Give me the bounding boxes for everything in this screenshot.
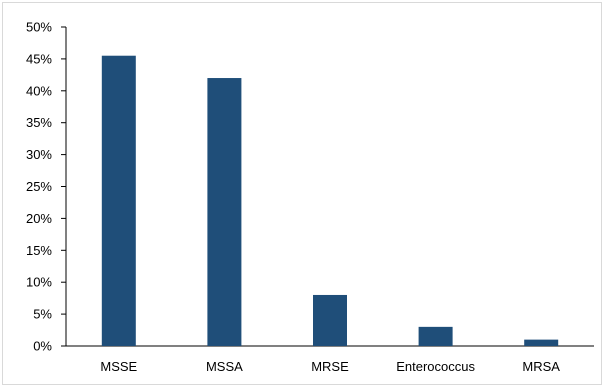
x-tick-label: MRSA xyxy=(522,359,560,374)
y-tick-label: 10% xyxy=(26,275,52,290)
bar-mssa xyxy=(207,78,242,346)
bar-mrse xyxy=(313,294,347,346)
bar-enterococcus xyxy=(418,326,453,346)
y-tick-label: 5% xyxy=(33,307,52,322)
y-tick-label: 15% xyxy=(26,243,52,258)
x-tick-label: MRSE xyxy=(311,359,349,374)
bar-mrsa xyxy=(524,339,559,346)
y-tick-label: 45% xyxy=(26,51,52,66)
y-tick-label: 50% xyxy=(26,20,52,35)
y-tick-label: 40% xyxy=(26,83,52,98)
bar-msse xyxy=(101,55,136,347)
y-tick-label: 0% xyxy=(33,339,52,354)
y-tick-label: 20% xyxy=(26,211,52,226)
y-tick-label: 25% xyxy=(26,179,52,194)
x-tick-label: Enterococcus xyxy=(396,359,475,374)
x-tick-label: MSSA xyxy=(206,359,243,374)
x-axis-ticks: MSSE MSSA MRSE Enterococcus MRSA xyxy=(100,359,560,374)
y-tick-label: 30% xyxy=(26,147,52,162)
y-tick-label: 35% xyxy=(26,115,52,130)
y-axis-ticks: 0% 5% 10% 15% 20% 25% 30% 35% 40% 45% 50% xyxy=(26,20,66,354)
bars xyxy=(101,55,559,347)
x-tick-label: MSSE xyxy=(100,359,137,374)
